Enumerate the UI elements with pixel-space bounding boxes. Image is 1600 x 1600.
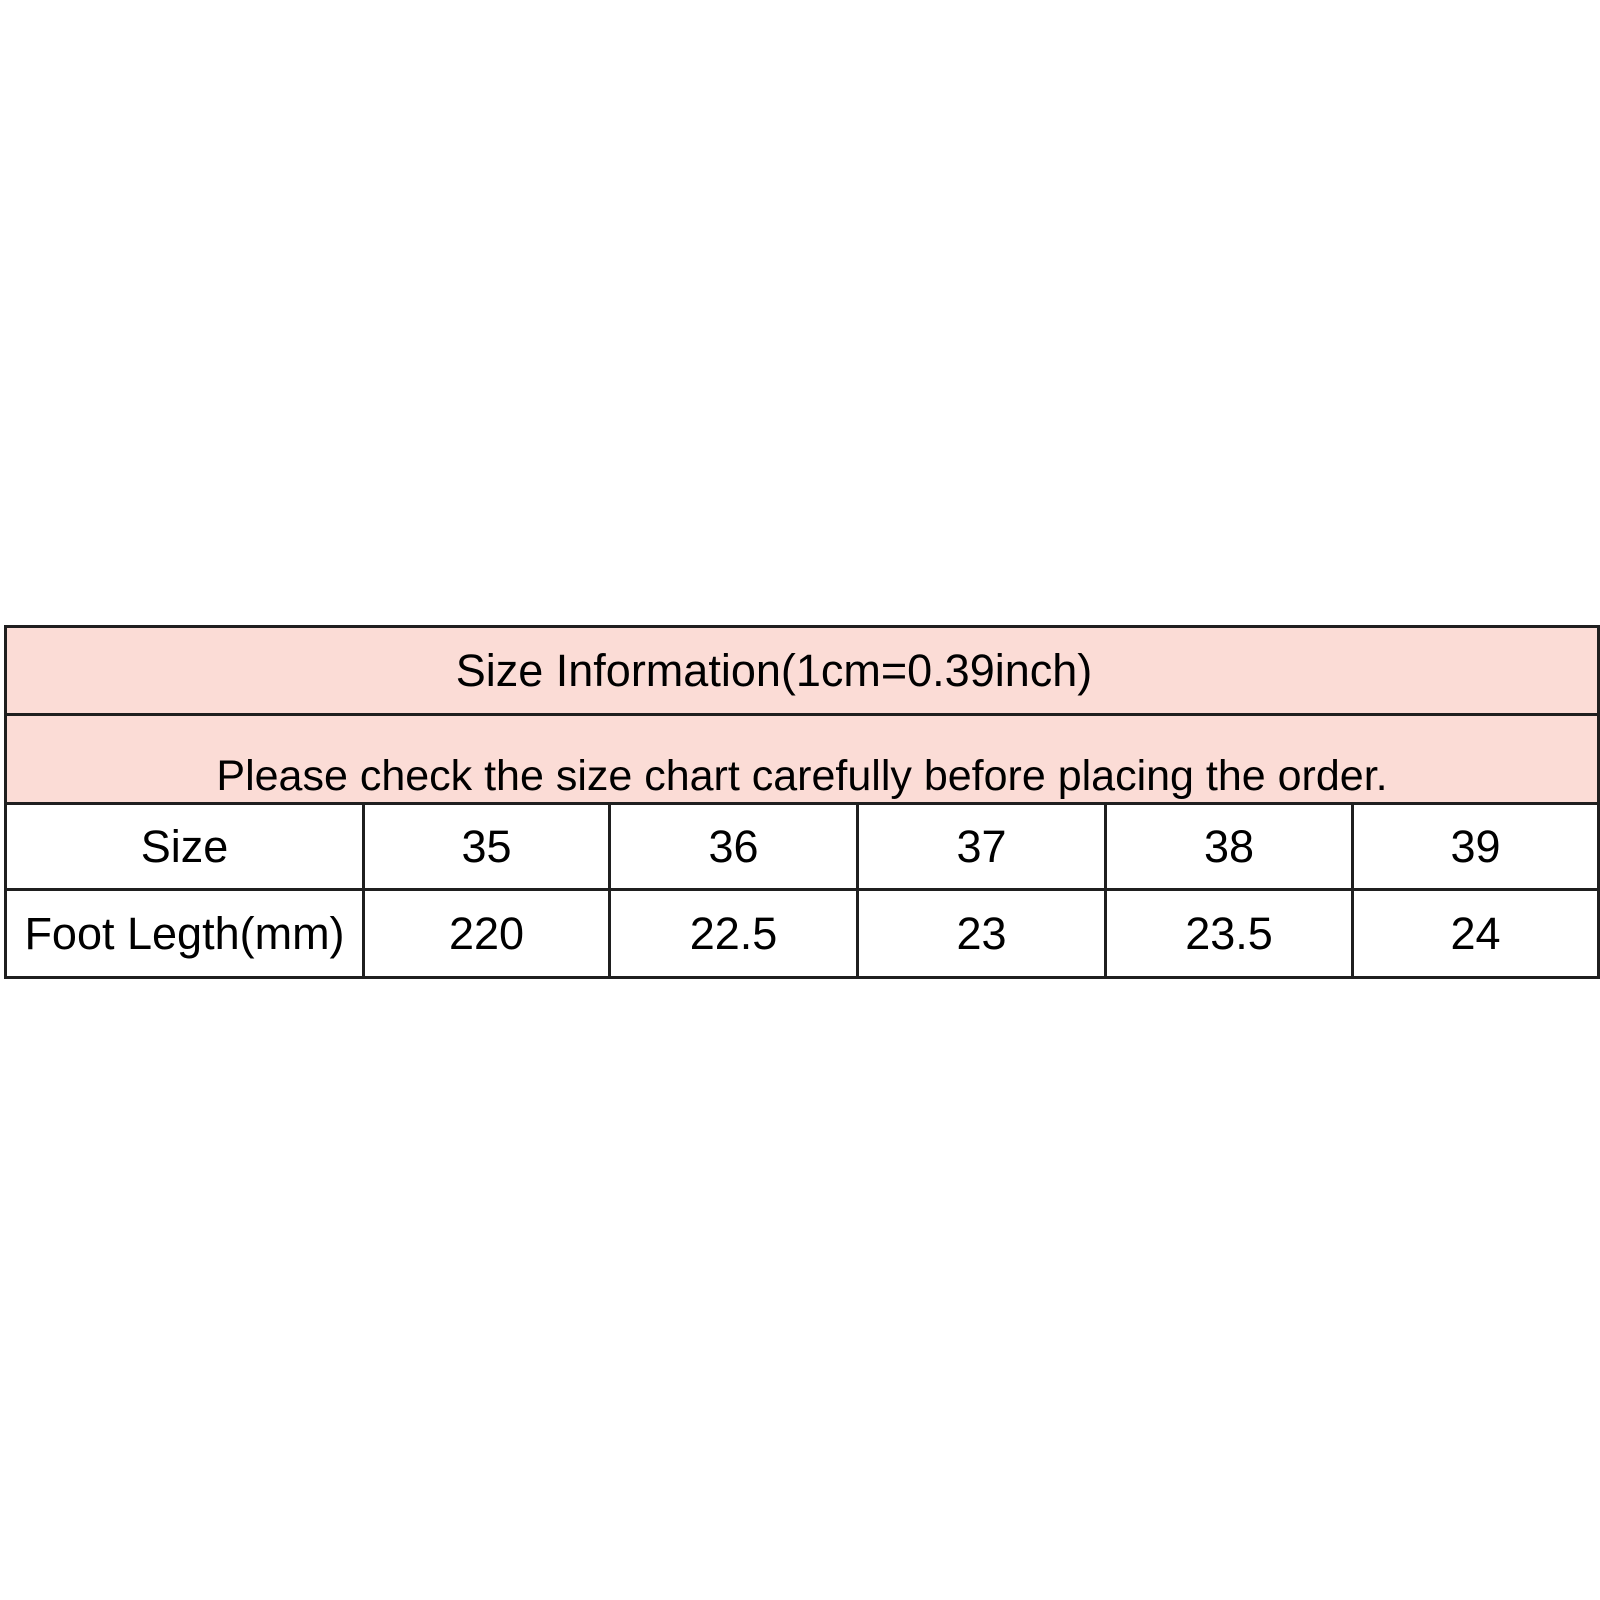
foot-length-row: Foot Legth(mm) 220 22.5 23 23.5 24 bbox=[4, 888, 1600, 979]
foot-length-value-cell: 220 bbox=[362, 888, 611, 979]
notice-row: Please check the size chart carefully be… bbox=[4, 713, 1600, 805]
foot-length-value-cell: 22.5 bbox=[608, 888, 859, 979]
size-header-row: Size 35 36 37 38 39 bbox=[4, 802, 1600, 891]
size-value-cell: 36 bbox=[608, 802, 859, 891]
foot-length-value-cell: 23.5 bbox=[1104, 888, 1354, 979]
size-row-label: Size bbox=[4, 802, 365, 891]
size-value-cell: 39 bbox=[1351, 802, 1600, 891]
size-chart-table: Size Information(1cm=0.39inch) Please ch… bbox=[4, 625, 1600, 979]
table-title: Size Information(1cm=0.39inch) bbox=[455, 644, 1093, 696]
title-cell: Size Information(1cm=0.39inch) bbox=[4, 625, 1600, 716]
foot-length-label: Foot Legth(mm) bbox=[4, 888, 365, 979]
foot-length-value-cell: 24 bbox=[1351, 888, 1600, 979]
notice-cell: Please check the size chart carefully be… bbox=[4, 713, 1600, 805]
foot-length-value-cell: 23 bbox=[856, 888, 1107, 979]
size-value-cell: 38 bbox=[1104, 802, 1354, 891]
size-value-cell: 35 bbox=[362, 802, 611, 891]
title-row: Size Information(1cm=0.39inch) bbox=[4, 625, 1600, 716]
size-value-cell: 37 bbox=[856, 802, 1107, 891]
notice-text: Please check the size chart carefully be… bbox=[216, 751, 1388, 800]
